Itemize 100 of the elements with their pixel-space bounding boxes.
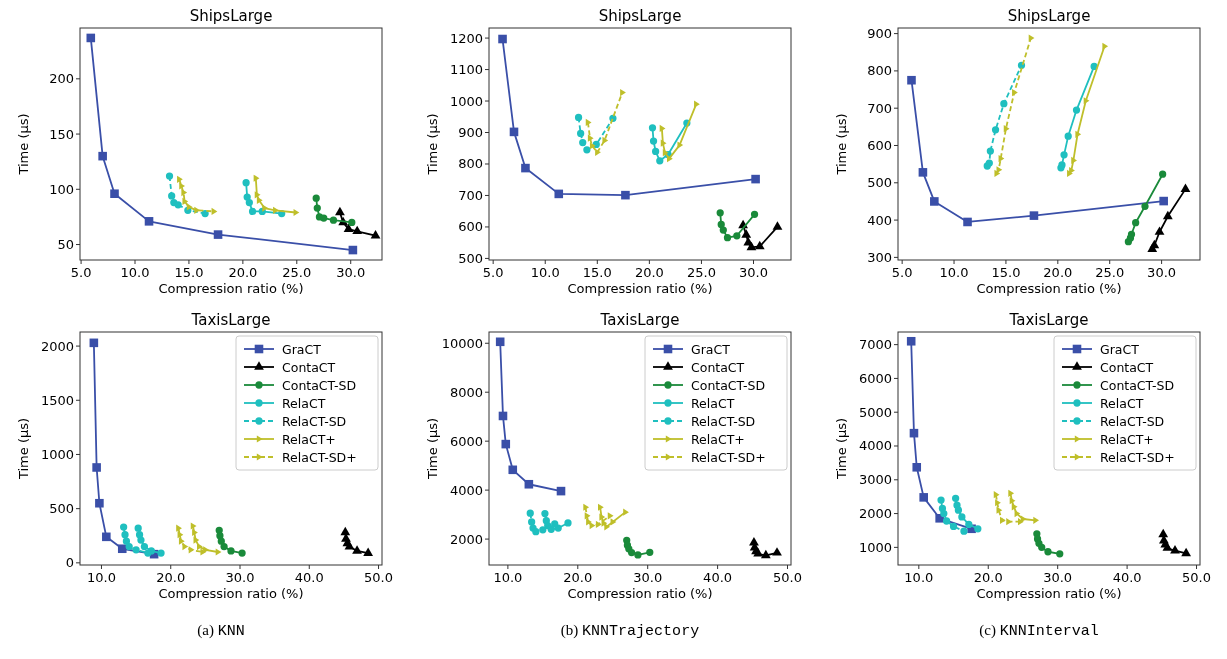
y-tick-label: 500 (458, 250, 483, 266)
point (86, 33, 96, 43)
point (340, 526, 351, 536)
point (1132, 219, 1140, 227)
point (991, 126, 1000, 134)
point (1180, 183, 1191, 192)
point (621, 190, 630, 200)
x-tick-label: 20.0 (228, 265, 258, 280)
point (574, 113, 583, 122)
point (602, 136, 609, 144)
point (352, 545, 362, 554)
y-tick-label: 10000 (441, 335, 483, 351)
point (176, 524, 182, 532)
y-tick-label: 8000 (449, 384, 483, 400)
point (579, 138, 587, 147)
point (719, 226, 727, 234)
y-tick-label: 1200 (449, 30, 483, 46)
y-axis-title: Time (µs) (425, 113, 440, 176)
point (539, 526, 547, 534)
point (986, 147, 994, 155)
point (1044, 548, 1052, 556)
legend-label: RelaCT+ (1100, 431, 1154, 447)
point (551, 520, 559, 528)
x-tick-label: 50.0 (773, 570, 802, 585)
point (1008, 489, 1015, 497)
point (918, 168, 928, 177)
chart-title: ShipsLarge (189, 7, 273, 25)
point (1127, 230, 1136, 238)
x-tick-label: 20.0 (1043, 265, 1073, 280)
point (501, 439, 511, 449)
point (1060, 151, 1068, 159)
point (564, 519, 572, 527)
point (604, 523, 611, 531)
y-tick-label: 6000 (449, 433, 483, 449)
point (329, 216, 338, 224)
point (951, 494, 960, 502)
point (122, 537, 131, 545)
point (541, 510, 549, 518)
point (999, 516, 1006, 524)
point (589, 142, 596, 150)
y-tick-label: 900 (458, 125, 483, 141)
point (343, 223, 354, 232)
y-tick-label: 4000 (858, 438, 892, 454)
y-tick-label: 900 (867, 26, 892, 42)
point (217, 537, 225, 545)
point (677, 141, 684, 149)
point (348, 218, 356, 227)
y-tick-label: 2000 (858, 506, 892, 522)
x-tick-label: 10.0 (87, 570, 116, 585)
point (649, 137, 658, 145)
point (746, 241, 757, 251)
chart-title: TaxisLarge (1008, 311, 1089, 329)
text: (b) KNNTrajectory (560, 622, 700, 640)
point (190, 522, 197, 530)
point (974, 525, 982, 533)
y-tick-label: 1000 (858, 539, 892, 555)
point (1029, 211, 1039, 220)
x-tick-label: 25.0 (282, 265, 312, 280)
point (242, 179, 250, 187)
point (1159, 196, 1168, 206)
point (98, 151, 107, 161)
point (137, 536, 145, 544)
point (717, 220, 725, 229)
point (134, 524, 142, 532)
point (196, 542, 203, 551)
x-tick-label: 30.0 (1043, 570, 1073, 585)
point (772, 547, 782, 556)
point (181, 189, 188, 197)
point (370, 230, 381, 239)
point (256, 196, 263, 204)
y-tick-label: 300 (867, 249, 892, 265)
point (733, 232, 741, 240)
x-tick-label: 25.0 (1095, 265, 1125, 280)
y-tick-label: 1000 (449, 93, 483, 109)
point (182, 197, 189, 206)
x-tick-label: 5.0 (70, 265, 92, 280)
legend-label: ContaCT-SD (691, 377, 766, 393)
x-tick-label: 40.0 (1112, 570, 1142, 585)
y-tick-label: 600 (458, 219, 483, 235)
x-tick-label: 10.0 (904, 570, 934, 585)
point (963, 217, 972, 227)
point (1000, 100, 1008, 108)
point (583, 146, 591, 154)
x-axis-title: Compression ratio (%) (158, 586, 304, 601)
point (1056, 550, 1064, 558)
point (754, 240, 765, 250)
point (601, 519, 608, 527)
point (248, 207, 257, 216)
point (352, 225, 363, 235)
y-tick-label: 4000 (449, 482, 483, 498)
point (227, 547, 235, 555)
point (585, 118, 592, 127)
x-tick-label: 5.0 (482, 265, 504, 280)
legend-label: RelaCT (282, 395, 326, 411)
point (335, 206, 345, 216)
point (919, 493, 928, 502)
point (772, 221, 783, 230)
point (993, 491, 1000, 499)
point (587, 134, 594, 142)
y-tick-label: 800 (867, 63, 892, 79)
